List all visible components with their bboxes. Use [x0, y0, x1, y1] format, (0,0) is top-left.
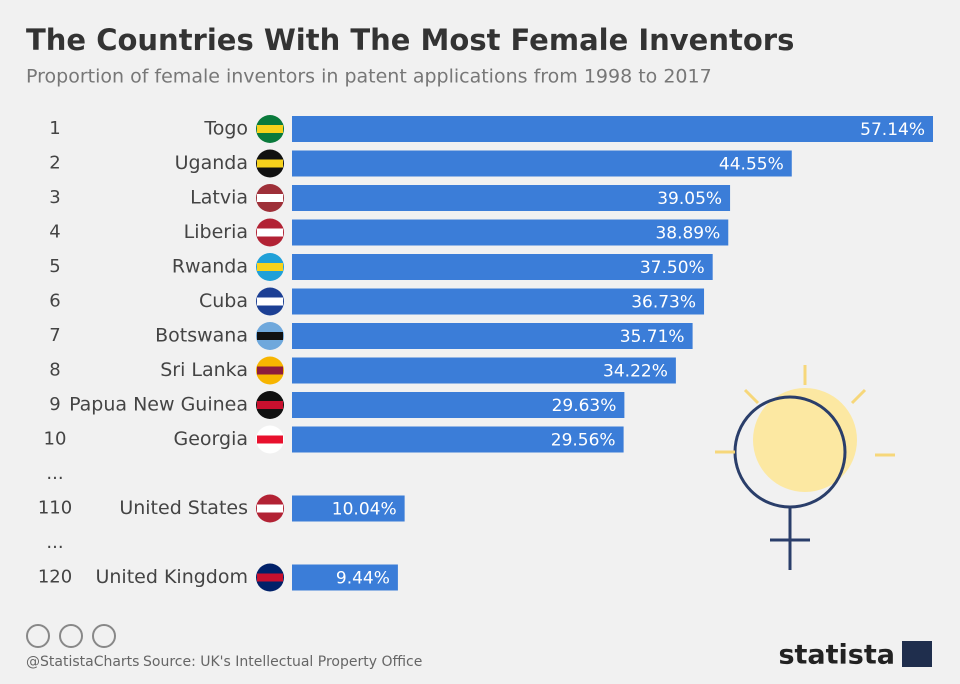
- rank-label: 8: [49, 360, 60, 381]
- value-label: 44.55%: [719, 155, 784, 175]
- category-label: Uganda: [175, 152, 248, 174]
- flag-stripe: [257, 159, 283, 168]
- category-label: Sri Lanka: [160, 359, 248, 381]
- value-label: 34.22%: [603, 362, 668, 382]
- footer-source: Source: UK's Intellectual Property Offic…: [143, 654, 422, 670]
- value-label: 39.05%: [657, 189, 722, 209]
- bar: [292, 288, 705, 315]
- category-label: Cuba: [199, 290, 248, 312]
- category-label: Botswana: [155, 325, 248, 347]
- flag-stripe: [257, 263, 283, 271]
- bar: [292, 426, 624, 453]
- value-label: 29.56%: [551, 431, 616, 451]
- rank-label: 4: [49, 222, 60, 243]
- value-label: 57.14%: [860, 120, 925, 140]
- rank-label: 5: [49, 256, 60, 277]
- value-label: 29.63%: [552, 396, 617, 416]
- bar: [292, 116, 933, 142]
- rank-label: 3: [49, 187, 60, 208]
- flag-stripe: [257, 332, 283, 340]
- bar: [292, 150, 792, 177]
- rank-label: ...: [46, 532, 63, 553]
- rank-label: 2: [49, 153, 60, 174]
- category-label: Liberia: [184, 221, 248, 243]
- rank-label: 10: [44, 429, 67, 450]
- rank-label: ...: [46, 463, 63, 484]
- brand-logo: statista: [778, 640, 895, 671]
- flag-stripe: [257, 504, 283, 513]
- category-label: United States: [119, 497, 248, 519]
- chart-title: The Countries With The Most Female Inven…: [26, 23, 794, 57]
- flag-stripe: [257, 401, 283, 409]
- flag-stripe: [257, 435, 283, 444]
- value-label: 9.44%: [336, 569, 390, 589]
- bar: [292, 323, 693, 349]
- rank-label: 110: [38, 498, 72, 519]
- rank-label: 1: [49, 118, 60, 139]
- chart-subtitle: Proportion of female inventors in patent…: [26, 66, 712, 88]
- rank-label: 7: [49, 325, 60, 346]
- flag-stripe: [257, 125, 283, 133]
- flag-stripe: [257, 573, 283, 582]
- footer-handle: @StatistaCharts: [26, 654, 139, 670]
- bulb-illustration: [715, 365, 895, 570]
- value-label: 35.71%: [620, 327, 685, 347]
- bar: [292, 254, 713, 280]
- flag-stripe: [257, 366, 283, 375]
- brand-mark: [902, 641, 932, 667]
- value-label: 36.73%: [631, 293, 696, 313]
- category-label: Georgia: [174, 428, 249, 450]
- rank-label: 120: [38, 567, 72, 588]
- value-label: 37.50%: [640, 258, 705, 278]
- license-icons: [26, 624, 116, 648]
- category-label: Togo: [203, 118, 248, 140]
- category-label: Papua New Guinea: [69, 394, 248, 416]
- bar: [292, 392, 625, 418]
- flag-stripe: [257, 194, 283, 202]
- value-label: 10.04%: [332, 500, 397, 520]
- bar: [292, 219, 729, 246]
- bar: [292, 185, 731, 211]
- category-label: Latvia: [190, 187, 248, 209]
- category-label: United Kingdom: [95, 566, 248, 588]
- bar: [292, 564, 398, 591]
- rank-label: 9: [49, 394, 60, 415]
- flag-stripe: [257, 297, 283, 306]
- rank-label: 6: [49, 291, 60, 312]
- bar: [292, 357, 676, 384]
- bar: [292, 495, 405, 522]
- value-label: 38.89%: [655, 224, 720, 244]
- category-label: Rwanda: [172, 256, 248, 278]
- flag-stripe: [257, 228, 283, 237]
